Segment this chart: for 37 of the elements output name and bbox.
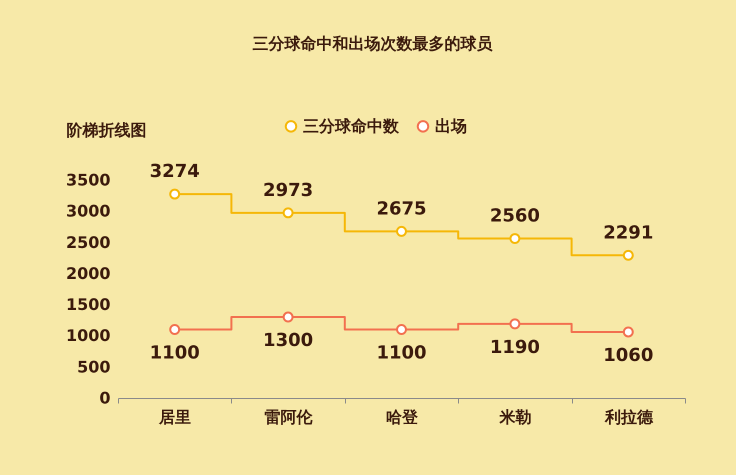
y-tick-label: 3000 xyxy=(66,202,110,221)
data-label: 1100 xyxy=(376,342,427,364)
x-tick-label: 米勒 xyxy=(498,408,532,426)
point xyxy=(396,324,407,335)
data-label: 3274 xyxy=(150,161,200,182)
y-tick-label: 1000 xyxy=(66,326,110,346)
y-tick-label: 3500 xyxy=(66,170,110,190)
legend-label: 三分球命中数 xyxy=(303,116,400,136)
y-tick-label: 2000 xyxy=(66,264,110,283)
data-label: 2675 xyxy=(376,198,427,220)
y-axis-title: 阶梯折线图 xyxy=(66,120,146,140)
y-tick-label: 1500 xyxy=(66,295,110,314)
point xyxy=(282,312,294,322)
point xyxy=(169,324,180,335)
point xyxy=(396,226,407,237)
data-label: 1100 xyxy=(150,342,200,364)
data-label: 1060 xyxy=(603,344,654,366)
data-label: 1190 xyxy=(490,336,540,358)
point xyxy=(622,326,634,338)
legend-label: 出场 xyxy=(435,116,467,136)
point xyxy=(509,233,520,244)
point xyxy=(509,318,520,330)
x-tick-label: 利拉德 xyxy=(604,408,654,426)
data-label: 2973 xyxy=(263,180,314,201)
x-tick-label: 居里 xyxy=(158,408,192,426)
x-tick-label: 哈登 xyxy=(386,408,419,426)
point xyxy=(169,188,180,200)
y-tick-label: 2500 xyxy=(66,232,110,252)
data-label: 2560 xyxy=(490,206,540,227)
data-label: 1300 xyxy=(263,330,314,352)
y-tick-label: 0 xyxy=(99,388,110,408)
x-tick-label: 雷阿伦 xyxy=(264,408,314,426)
chart-title: 三分球命中和出场次数最多的球员 xyxy=(252,34,494,53)
point xyxy=(622,250,634,261)
point xyxy=(282,207,294,218)
y-tick-label: 500 xyxy=(77,357,110,376)
data-label: 2291 xyxy=(603,222,654,244)
